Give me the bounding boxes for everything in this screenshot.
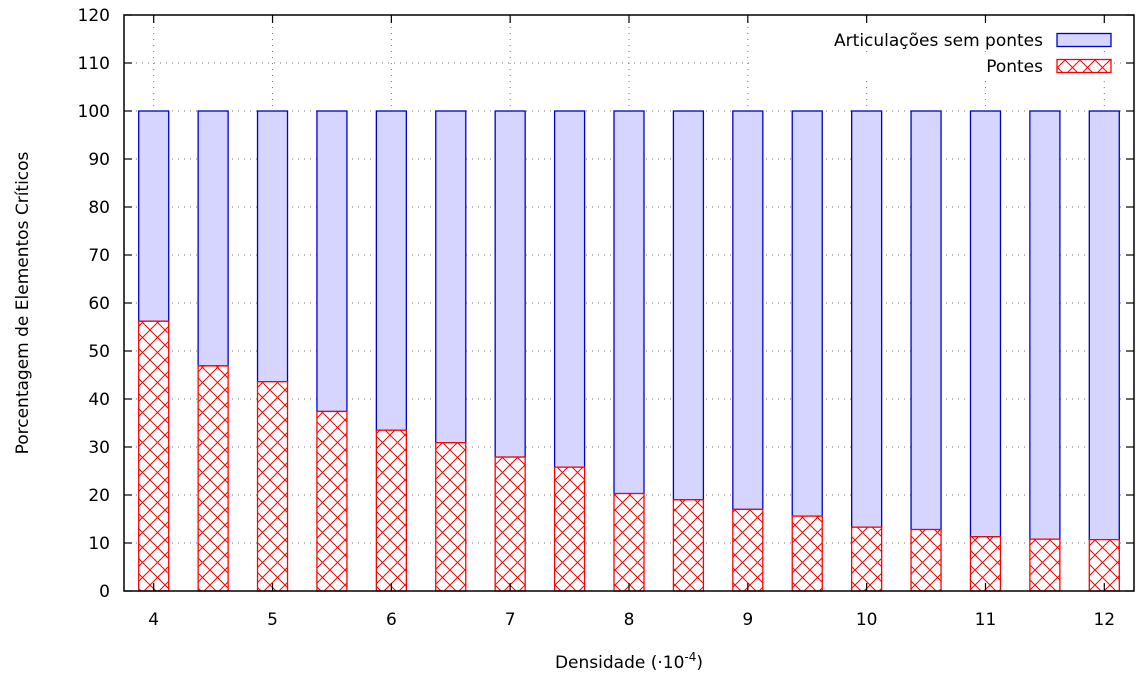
bar-pontes (138, 320, 170, 592)
legend-swatch (1056, 58, 1112, 74)
bar-articulacoes (375, 110, 408, 431)
bar-articulacoes (1088, 110, 1120, 541)
y-tick-label: 10 (88, 534, 110, 554)
bar-articulacoes (672, 110, 705, 501)
x-tick-label: 12 (1093, 610, 1115, 630)
bar-articulacoes (613, 110, 645, 495)
bars (138, 110, 1120, 592)
y-tick-label: 50 (88, 342, 110, 362)
x-tick-label: 7 (505, 610, 516, 630)
bar-articulacoes (791, 110, 823, 517)
y-tick-label: 110 (78, 54, 110, 74)
y-tick-label: 90 (88, 150, 110, 170)
bar-pontes (256, 381, 289, 592)
bar-articulacoes (1029, 110, 1061, 540)
legend-background (752, 53, 1114, 77)
y-tick-label: 70 (88, 246, 110, 266)
bar-pontes (375, 429, 408, 592)
bar-articulacoes (910, 110, 942, 531)
legend-label: Articulações sem pontes (834, 31, 1043, 51)
bar-pontes (1029, 538, 1061, 592)
y-tick-label: 30 (88, 438, 110, 458)
bar-pontes (791, 515, 823, 592)
bar-articulacoes (732, 110, 764, 511)
bar-pontes (494, 456, 526, 592)
bar-pontes (1088, 538, 1120, 592)
x-tick-label: 9 (742, 610, 753, 630)
x-tick-label: 6 (386, 610, 397, 630)
bar-articulacoes (494, 110, 526, 458)
bar-pontes (613, 492, 645, 592)
y-tick-label: 60 (88, 294, 110, 314)
y-tick-label: 20 (88, 486, 110, 506)
x-tick-label: 4 (148, 610, 159, 630)
bar-pontes (316, 410, 348, 592)
y-tick-label: 40 (88, 390, 110, 410)
bar-articulacoes (850, 110, 883, 528)
bar-articulacoes (138, 110, 170, 322)
legend: Articulações sem pontes Pontes (752, 27, 1114, 77)
bar-articulacoes (969, 110, 1002, 538)
legend-background (752, 27, 1114, 51)
bar-pontes (969, 536, 1002, 592)
bar-pontes (910, 528, 942, 592)
x-tick-label: 5 (267, 610, 278, 630)
x-axis-label: Densidade (·10-4) (555, 650, 703, 673)
y-tick-label: 80 (88, 198, 110, 218)
bar-articulacoes (553, 110, 586, 468)
bar-pontes (672, 499, 705, 592)
y-tick-label: 100 (78, 102, 110, 122)
y-tick-label: 120 (78, 6, 110, 26)
bar-pontes (435, 442, 467, 592)
bar-pontes (553, 466, 586, 592)
legend-swatch (1056, 32, 1112, 48)
bar-pontes (197, 365, 229, 592)
ticks: 0 10 20 30 40 50 60 70 80 90 100 110 120 4 5 6 7 8 9 10 11 12 (78, 6, 1134, 630)
bar-pontes (850, 526, 883, 592)
x-tick-label: 11 (975, 610, 997, 630)
x-tick-label: 8 (624, 610, 635, 630)
x-tick-label: 10 (856, 610, 878, 630)
bar-articulacoes (435, 110, 467, 444)
bar-articulacoes (197, 110, 229, 367)
y-axis-label: Porcentagem de Elementos Críticos (13, 151, 33, 454)
bar-articulacoes (316, 110, 348, 413)
bar-pontes (732, 508, 764, 592)
legend-label: Pontes (986, 57, 1043, 77)
y-tick-label: 0 (99, 582, 110, 602)
bar-articulacoes (256, 110, 289, 383)
